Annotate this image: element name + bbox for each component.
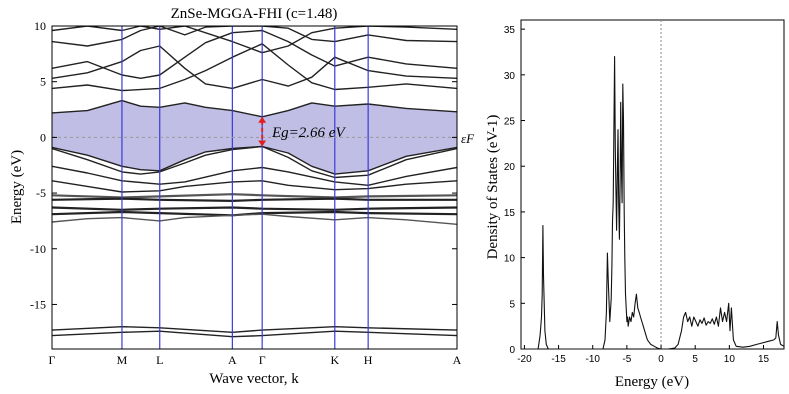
kpoint-label: K — [330, 353, 339, 367]
band-ytick-label: -15 — [30, 297, 46, 311]
band-lines — [52, 26, 457, 338]
dos-line — [521, 56, 785, 350]
band-ytick-label: 10 — [34, 19, 46, 33]
dos-y-axis-label: Density of States (eV-1) — [485, 115, 501, 260]
dos-xtick-label: -20 — [517, 354, 532, 365]
kpoint-label: H — [364, 353, 373, 367]
dos-plot-frame — [520, 19, 785, 350]
high-symmetry-lines — [121, 26, 369, 349]
kpoint-label: M — [117, 353, 128, 367]
dos-ytick-label: 25 — [504, 117, 516, 128]
arrow-head-down — [258, 140, 267, 147]
dos-xtick-label: -15 — [551, 354, 566, 365]
band-line — [52, 180, 457, 193]
band-line — [52, 330, 457, 338]
dos-xtick-label: 15 — [758, 354, 770, 365]
band-line — [52, 26, 457, 47]
band-gap-fill — [52, 100, 457, 175]
dos-x-axis-label: Energy (eV) — [615, 374, 689, 390]
band-line — [52, 197, 457, 202]
band-line — [52, 213, 457, 225]
dos-ytick-label: 10 — [504, 254, 516, 265]
band-ytick-label: 5 — [40, 75, 46, 89]
band-plot-frame — [51, 25, 458, 350]
band-line — [52, 206, 457, 211]
fermi-line — [52, 116, 457, 147]
dos-ytick-label: 15 — [504, 208, 516, 219]
band-line — [52, 165, 457, 187]
band-x-axis-label: Wave vector, k — [209, 371, 299, 387]
band-ytick-label: -10 — [30, 242, 46, 256]
band-ytick-label: 0 — [40, 130, 46, 144]
kpoint-label: L — [156, 353, 163, 367]
arrow-head-up — [258, 116, 267, 123]
kpoint-label: A — [453, 353, 462, 367]
dos-axis-ticks: -20 -15 -10 -5 0 5 10 15 0 5 10 15 20 25 30 35 — [504, 25, 770, 365]
dos-xtick-label: -5 — [622, 354, 631, 365]
band-gap-label: Eg=2.66 eV — [271, 125, 346, 141]
dos-xtick-label: -10 — [586, 354, 601, 365]
band-line — [52, 326, 457, 333]
kpoint-label: Γ — [259, 353, 266, 367]
dos-ytick-label: 5 — [509, 299, 515, 310]
band-axis-ticks: Γ M L A Γ K H A 10 5 0 -5 -10 -15 — [30, 19, 462, 367]
band-chart-title: ZnSe-MGGA-FHI (c=1.48) — [171, 6, 338, 22]
dos-xtick-label: 0 — [658, 354, 664, 365]
dos-xtick-label: 10 — [724, 354, 736, 365]
kpoint-label: A — [228, 353, 237, 367]
band-line — [52, 43, 457, 92]
band-line — [52, 193, 457, 199]
dos-ytick-label: 20 — [504, 162, 516, 173]
band-ytick-label: -5 — [36, 186, 46, 200]
band-y-axis-label: Energy (eV) — [9, 150, 25, 224]
dos-xtick-label: 5 — [692, 354, 698, 365]
kpoint-label: Γ — [49, 353, 56, 367]
dos-ytick-label: 35 — [504, 25, 516, 36]
dos-curve — [521, 56, 785, 350]
dos-ytick-label: 30 — [504, 71, 516, 82]
fermi-level-label: εF — [461, 131, 475, 146]
dos-ytick-label: 0 — [509, 345, 515, 356]
band-gap-region — [52, 100, 457, 175]
